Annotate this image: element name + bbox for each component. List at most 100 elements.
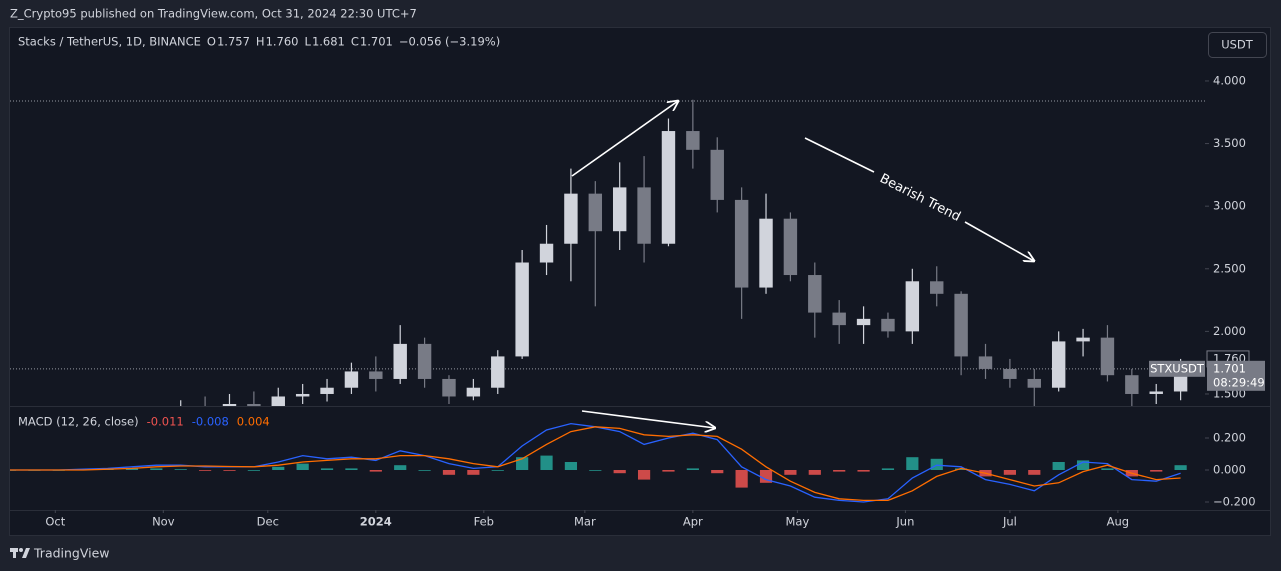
histogram-bar <box>296 463 309 470</box>
histogram-bar <box>759 470 773 483</box>
countdown-label: 08:29:49 <box>1213 375 1265 389</box>
ohlc-key: O <box>207 35 216 49</box>
currency-button[interactable] <box>1208 32 1267 58</box>
ohlc-key: C <box>351 35 359 49</box>
last-price-box <box>1207 360 1265 391</box>
ohlc-value: 1.760 <box>266 35 299 49</box>
candle-body <box>222 403 237 406</box>
candle-body <box>1125 375 1139 394</box>
histogram-bar <box>589 470 602 471</box>
histogram-bar <box>272 466 285 470</box>
price-pane <box>10 99 1205 406</box>
time-tick-label: 2024 <box>360 515 392 529</box>
macd-pane <box>10 422 1187 503</box>
candle-body <box>954 293 968 357</box>
chart-frame <box>9 27 1271 536</box>
histogram-bar <box>125 468 139 470</box>
candle-body <box>710 149 724 200</box>
candle-body <box>247 403 261 406</box>
candle-body <box>832 312 846 326</box>
annotation-arrow <box>581 410 715 428</box>
histogram-bar <box>686 468 699 470</box>
candle-body <box>271 396 285 406</box>
axes: 4.0003.5003.0002.5002.0001.5000.2000.000… <box>45 73 1265 529</box>
candle-body <box>588 193 603 232</box>
candle-body <box>856 318 871 326</box>
symbol-box <box>1149 360 1205 377</box>
price-tick-label: 3.500 <box>1213 136 1246 150</box>
time-tick-label: Aug <box>1107 515 1129 529</box>
candle-body <box>295 393 310 397</box>
candle-body <box>1149 391 1163 394</box>
histogram-bar <box>418 470 431 471</box>
price-tick-label: 2.500 <box>1213 261 1246 275</box>
candle-body <box>612 187 627 232</box>
time-tick-label: Jul <box>1002 515 1017 529</box>
time-tick-label: Oct <box>45 515 65 529</box>
histogram-bar <box>1052 462 1065 470</box>
currency-button-label[interactable]: USDT <box>1221 38 1254 52</box>
histogram-bar <box>1076 460 1090 470</box>
candle-body <box>905 281 920 332</box>
candle-body <box>637 187 651 244</box>
macd-tick-label: 0.000 <box>1213 463 1246 477</box>
histogram-bar <box>955 468 968 470</box>
histogram-bar <box>1028 470 1041 475</box>
macd-legend-value: 0.004 <box>237 415 270 429</box>
histogram-bar <box>1003 470 1016 475</box>
histogram-bar <box>613 470 626 474</box>
candle-body <box>881 318 895 332</box>
candle-body <box>1027 378 1041 388</box>
histogram-bar <box>637 470 651 480</box>
candle-body <box>734 199 749 288</box>
histogram-bar <box>857 470 870 472</box>
price-tick-label: 2.000 <box>1213 324 1246 338</box>
candle-body <box>369 371 383 379</box>
symbol-legend: Stacks / TetherUS, 1D, BINANCE <box>18 35 201 49</box>
publisher-line: Z_Crypto95 published on TradingView.com,… <box>10 7 417 21</box>
histogram-bar <box>1150 470 1163 472</box>
candle-body <box>393 343 407 379</box>
macd-line <box>10 426 1181 502</box>
time-tick-label: Mar <box>574 515 596 529</box>
histogram-bar <box>174 469 187 470</box>
time-tick-label: May <box>785 515 809 529</box>
candle-body <box>344 371 359 388</box>
candle-body <box>466 387 481 397</box>
brand-name: TradingView <box>33 546 110 561</box>
candle-body <box>1100 337 1115 376</box>
candle-body <box>978 356 993 369</box>
ohlc-value: 1.681 <box>312 35 345 49</box>
candle-body <box>686 131 700 150</box>
histogram-bar <box>784 470 797 475</box>
histogram-bar <box>345 468 358 470</box>
candle-body <box>515 262 529 357</box>
time-tick-label: Feb <box>474 515 494 529</box>
histogram-bar <box>247 470 260 471</box>
ohlc-value: 1.757 <box>217 35 250 49</box>
histogram-bar <box>881 468 895 470</box>
histogram-bar <box>467 470 480 475</box>
candle-body <box>661 131 676 244</box>
annotation-arrow <box>571 101 678 177</box>
price-tick-label: 3.000 <box>1213 199 1246 213</box>
ohlc-key: L <box>305 35 312 49</box>
macd-tick-label: 0.200 <box>1213 431 1246 445</box>
histogram-bar <box>564 462 578 470</box>
time-tick-label: Apr <box>683 515 703 529</box>
histogram-bar <box>833 470 846 472</box>
histogram-bar <box>394 465 407 470</box>
macd-legend-value: -0.011 <box>147 415 184 429</box>
candle-body <box>1076 337 1090 342</box>
histogram-bar <box>540 455 553 470</box>
ohlc-key: H <box>256 35 265 49</box>
histogram-bar <box>150 468 163 470</box>
macd-tick-label: −0.200 <box>1213 495 1256 509</box>
time-tick-label: Dec <box>257 515 279 529</box>
time-tick-label: Jun <box>895 515 914 529</box>
histogram-bar <box>1101 468 1114 470</box>
candle-body <box>320 387 334 394</box>
candle-body <box>564 193 578 244</box>
time-tick-label: Nov <box>152 515 175 529</box>
